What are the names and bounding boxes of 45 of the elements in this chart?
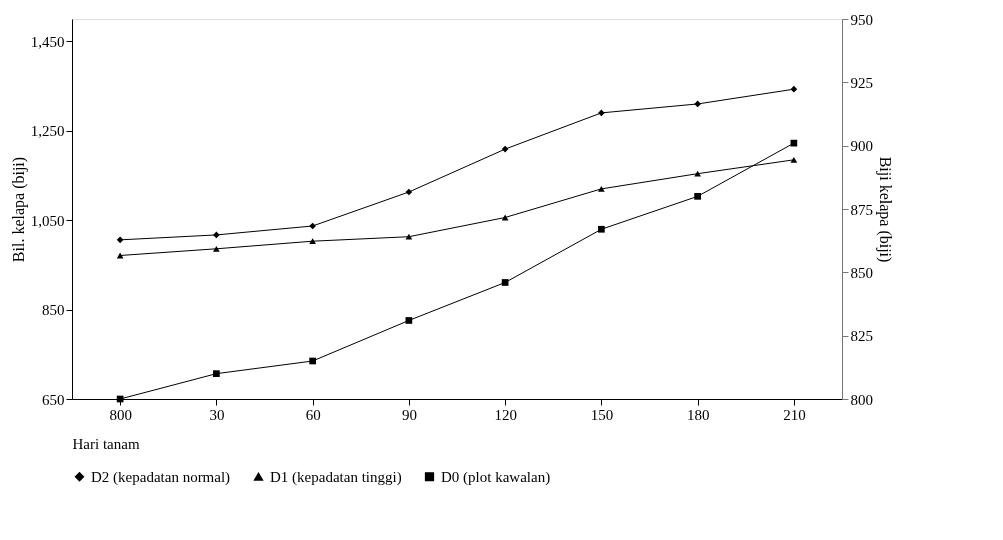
x-tick-label: 800 xyxy=(109,406,132,423)
point xyxy=(405,317,413,324)
x-tick-label: 90 xyxy=(401,406,417,423)
y2-axis-title: Biji kelapa (biji) xyxy=(876,156,894,263)
y2-tick-label: 800 xyxy=(850,391,873,408)
y2-tick-label: 950 xyxy=(850,11,873,28)
y2-tick-label: 825 xyxy=(850,328,873,345)
x-tick-label: 120 xyxy=(494,406,517,423)
y2-tick-label: 925 xyxy=(850,74,873,91)
legend-label: D2 (kepadatan normal) xyxy=(91,468,231,486)
y-tick-label: 1,050 xyxy=(30,212,65,229)
legend-label: D1 (kepadatan tinggi) xyxy=(270,468,402,486)
y-tick-label: 650 xyxy=(42,391,65,408)
point xyxy=(598,225,605,233)
point xyxy=(790,156,798,163)
point xyxy=(116,236,124,244)
point xyxy=(213,370,220,378)
x-tick-label: 180 xyxy=(686,406,710,423)
x-tick-label: 60 xyxy=(305,406,321,423)
y-tick-label: 850 xyxy=(42,302,65,319)
point xyxy=(309,357,316,365)
point xyxy=(405,188,413,196)
point xyxy=(598,185,605,192)
point xyxy=(694,192,701,200)
legend-label: D0 (plot kawalan) xyxy=(441,468,551,486)
x-tick-label: 30 xyxy=(209,406,225,423)
point xyxy=(501,279,509,286)
point xyxy=(694,170,701,177)
point xyxy=(694,100,701,108)
y2-tick-label: 850 xyxy=(850,264,873,281)
y-tick-label: 1,450 xyxy=(30,33,65,50)
point xyxy=(213,245,220,252)
point xyxy=(309,238,316,245)
y-axis-title: Bil. kelapa (biji) xyxy=(9,156,28,263)
x-axis-title: Hari tanam xyxy=(72,435,140,452)
point xyxy=(501,145,509,153)
point xyxy=(790,85,798,93)
point xyxy=(213,231,220,239)
point xyxy=(598,109,605,117)
y-tick-label: 1,250 xyxy=(30,123,65,140)
x-tick-label: 210 xyxy=(783,406,806,423)
x-tick-label: 150 xyxy=(590,406,614,423)
point xyxy=(405,233,413,240)
y2-tick-label: 900 xyxy=(850,138,873,155)
y2-tick-label: 875 xyxy=(850,201,873,218)
